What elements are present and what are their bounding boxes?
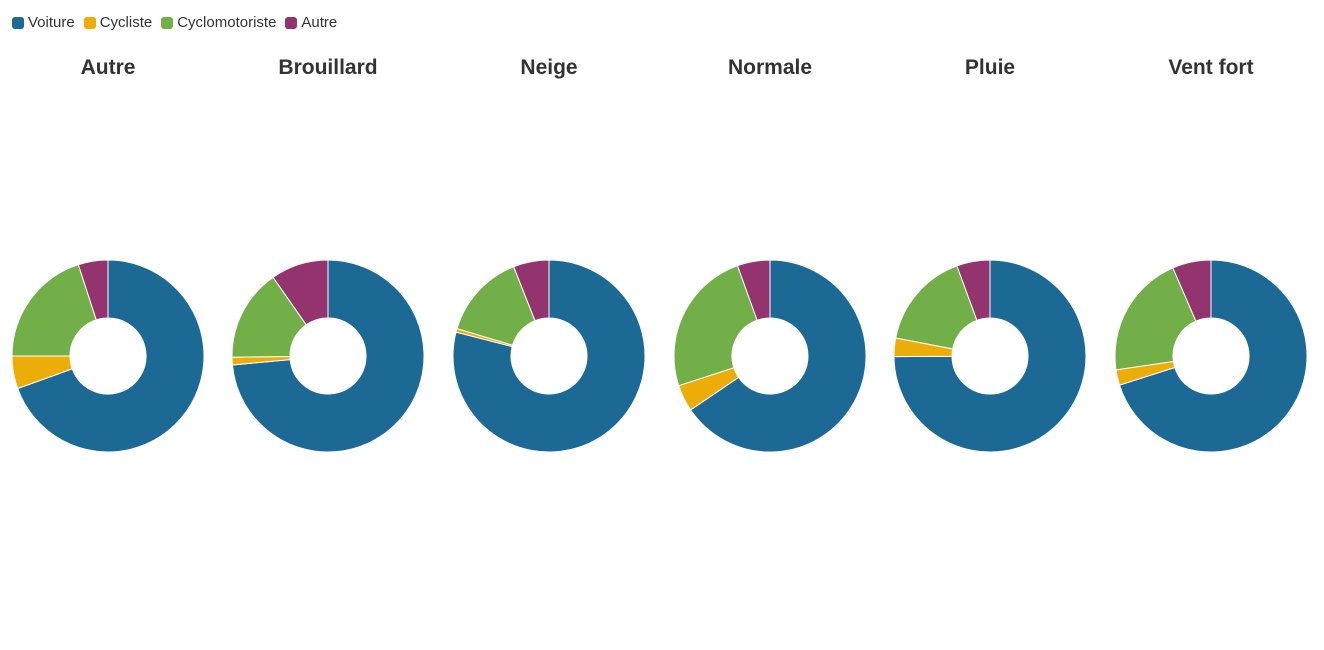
donut-chart-pluie: Pluie <box>893 56 1087 453</box>
slice-neige-autre[interactable] <box>513 259 550 322</box>
chart-title-neige: Neige <box>520 56 577 79</box>
chart-title-brouillard: Brouillard <box>278 56 377 79</box>
slice-autre-cyclomotoriste[interactable] <box>11 264 97 357</box>
donut-chart-brouillard: Brouillard <box>231 56 425 453</box>
legend-label-autre: Autre <box>301 14 338 31</box>
chart-title-vent-fort: Vent fort <box>1168 56 1253 79</box>
legend-swatch-autre <box>285 16 298 29</box>
slice-pluie-voiture[interactable] <box>893 259 1087 453</box>
legend-item-voiture[interactable]: Voiture <box>12 14 75 31</box>
legend-swatch-voiture <box>12 16 24 29</box>
slice-brouillard-autre[interactable] <box>272 259 329 326</box>
donut-chart-vent-fort: Vent fort <box>1114 56 1308 453</box>
slice-autre-autre[interactable] <box>77 259 109 321</box>
slice-pluie-autre[interactable] <box>956 259 991 321</box>
slice-vent-fort-autre[interactable] <box>1172 259 1212 322</box>
slice-autre-voiture[interactable] <box>17 259 205 453</box>
legend-label-cycliste: Cycliste <box>99 14 153 31</box>
chart-legend: Voiture Cycliste Cyclomotoriste Autre <box>12 14 346 31</box>
legend-swatch-cyclomotoriste <box>161 16 174 29</box>
chart-title-autre: Autre <box>81 56 136 79</box>
donut-chart-normale: Normale <box>673 56 867 453</box>
slice-pluie-cyclomotoriste[interactable] <box>895 265 978 350</box>
legend-item-cyclomotoriste[interactable]: Cyclomotoriste <box>161 14 276 31</box>
slice-vent-fort-voiture[interactable] <box>1118 259 1308 453</box>
chart-title-normale: Normale <box>728 56 812 79</box>
slice-normale-autre[interactable] <box>736 259 771 321</box>
slice-normale-cyclomotoriste[interactable] <box>673 265 758 387</box>
slice-brouillard-voiture[interactable] <box>231 259 425 453</box>
slice-neige-voiture[interactable] <box>452 259 646 453</box>
slice-vent-fort-cyclomotoriste[interactable] <box>1114 267 1197 371</box>
chart-title-pluie: Pluie <box>965 56 1015 79</box>
slice-normale-voiture[interactable] <box>689 259 867 453</box>
legend-label-cyclomotoriste: Cyclomotoriste <box>177 14 277 31</box>
donut-chart-neige: Neige <box>452 56 646 453</box>
legend-item-cycliste[interactable]: Cycliste <box>83 14 153 31</box>
legend-label-voiture: Voiture <box>28 14 75 31</box>
legend-item-autre[interactable]: Autre <box>285 14 337 31</box>
legend-swatch-cycliste <box>83 16 96 29</box>
donut-chart-autre: Autre <box>11 56 205 453</box>
